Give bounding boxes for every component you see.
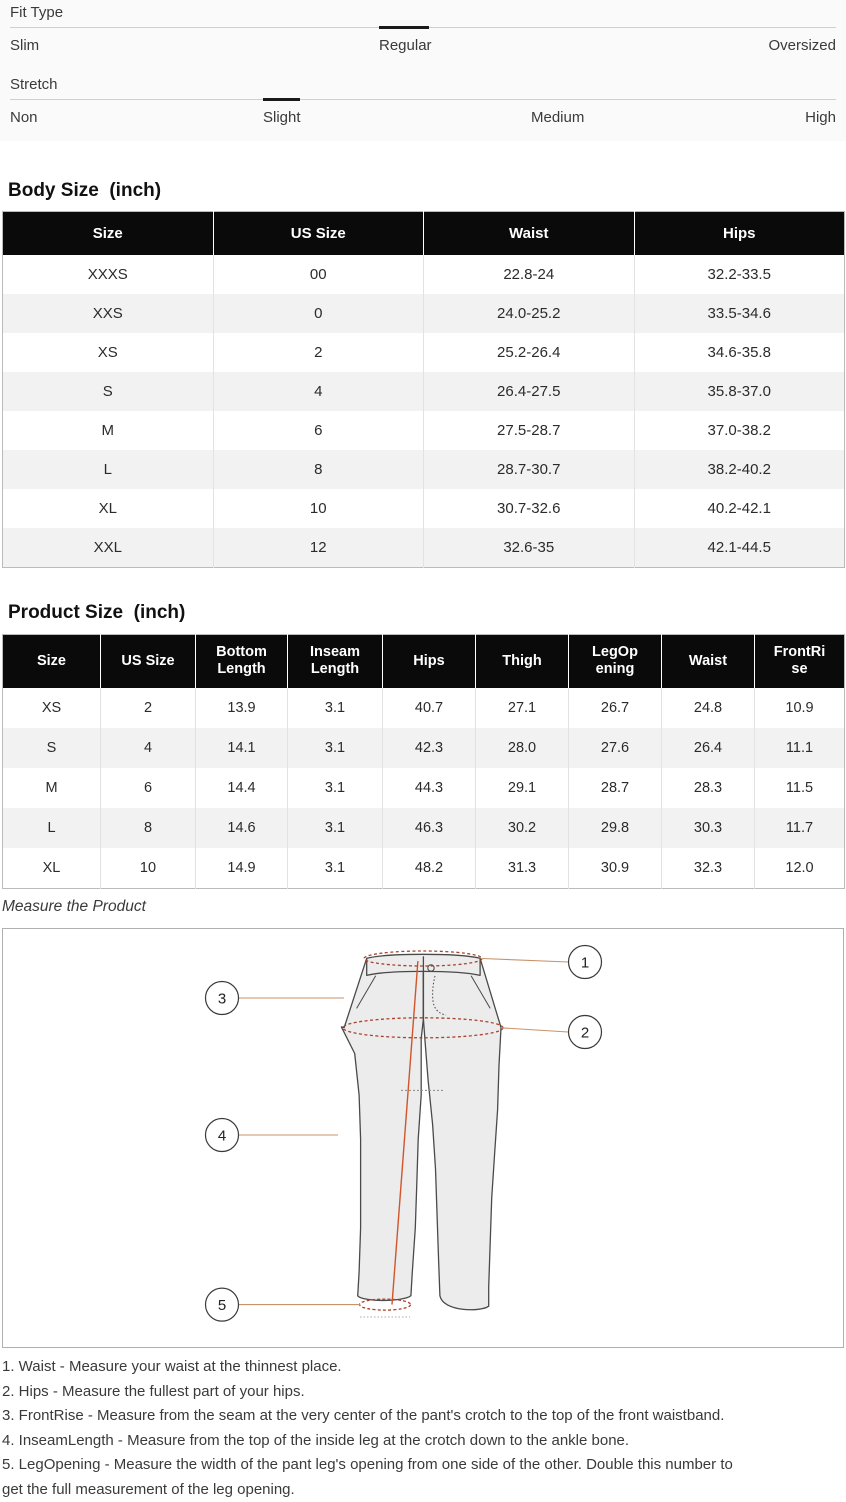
- svg-text:4: 4: [218, 1128, 226, 1145]
- svg-text:2: 2: [581, 1025, 589, 1042]
- svg-text:5: 5: [218, 1297, 226, 1314]
- svg-text:1: 1: [581, 955, 589, 972]
- svg-text:3: 3: [218, 991, 226, 1008]
